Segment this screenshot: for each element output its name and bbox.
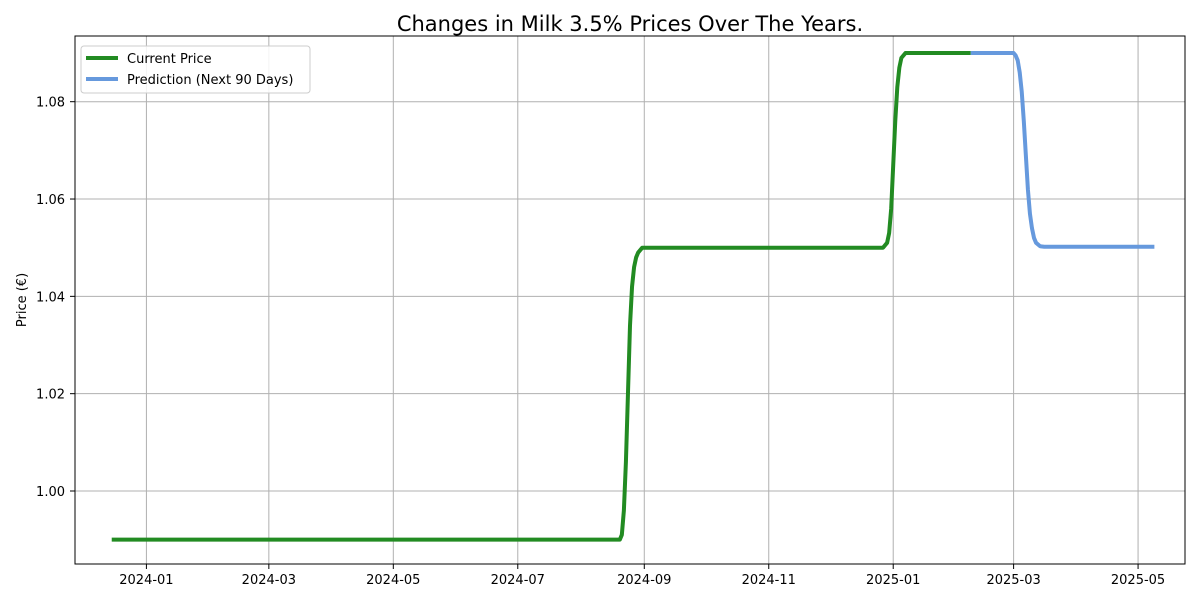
x-axis: 2024-01 2024-03 2024-05 2024-07 2024-09 2024-… <box>119 564 1165 588</box>
series-layer <box>111 51 1155 542</box>
legend-box <box>80 45 311 94</box>
legend-label-current-price: Current Price <box>127 52 212 67</box>
y-axis: 1.00 1.02 1.04 1.06 1.08 <box>36 96 75 500</box>
x-tick-label: 2024-07 <box>491 573 545 588</box>
legend: Current Price Prediction (Next 90 Days) <box>80 45 311 94</box>
y-tick-label: 1.08 <box>36 96 65 111</box>
plot-frame <box>74 35 1186 565</box>
y-tick-label: 1.06 <box>36 193 65 208</box>
y-tick-label: 1.00 <box>36 485 65 500</box>
x-tick-label: 2024-11 <box>742 573 796 588</box>
x-tick-label: 2025-05 <box>1111 573 1165 588</box>
x-tick-label: 2024-03 <box>242 573 296 588</box>
grid <box>75 36 1185 564</box>
y-tick-label: 1.04 <box>36 290 65 305</box>
legend-label-prediction: Prediction (Next 90 Days) <box>127 73 293 88</box>
x-tick-label: 2024-09 <box>617 573 671 588</box>
chart-title: Changes in Milk 3.5% Prices Over The Yea… <box>397 12 863 36</box>
x-tick-label: 2024-05 <box>366 573 420 588</box>
x-tick-label: 2025-01 <box>866 573 920 588</box>
series-line-prediction <box>970 51 1155 249</box>
x-tick-label: 2024-01 <box>119 573 173 588</box>
y-tick-label: 1.02 <box>36 388 65 403</box>
series-line-current-price <box>111 51 971 542</box>
x-tick-label: 2025-03 <box>986 573 1040 588</box>
y-axis-label: Price (€) <box>15 273 30 327</box>
